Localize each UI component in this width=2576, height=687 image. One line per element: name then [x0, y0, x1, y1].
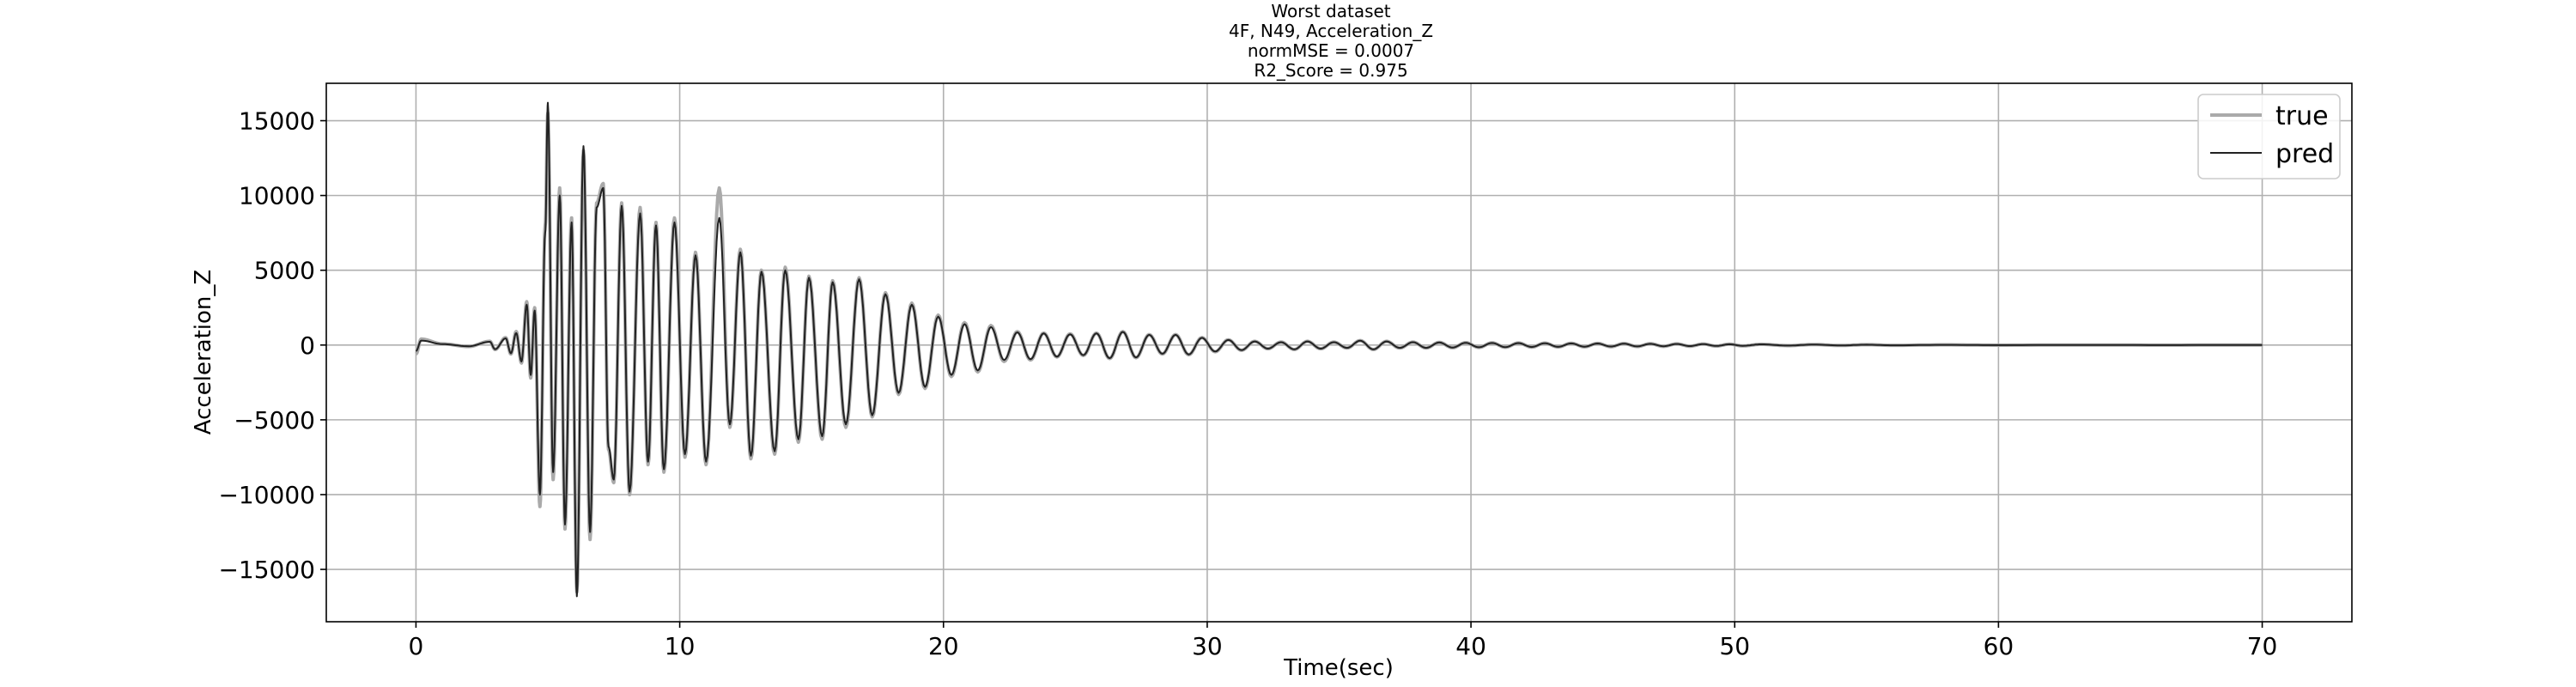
chart-title: Worst dataset 4F, N49, Acceleration_Z no…: [1229, 1, 1433, 81]
legend: true pred: [2197, 94, 2341, 179]
x-tick-label: 70: [2247, 632, 2278, 660]
series-layer: [415, 101, 2263, 598]
y-tick-label: 0: [300, 331, 315, 360]
x-tick-label: 0: [409, 632, 424, 660]
x-tick-label: 60: [1984, 632, 2014, 660]
title-line-2: 4F, N49, Acceleration_Z: [1229, 21, 1433, 41]
x-axis: 0 10 20 30 40 50 60 70: [409, 622, 2278, 660]
x-tick-label: 20: [928, 632, 959, 660]
legend-label-true: true: [2275, 101, 2329, 131]
series-line-pred: [415, 101, 2263, 598]
y-tick-label: −10000: [218, 481, 315, 509]
plot-frame: [325, 82, 2353, 623]
y-tick-label: 5000: [254, 257, 315, 285]
x-tick-label: 10: [665, 632, 696, 660]
x-tick-label: 40: [1455, 632, 1486, 660]
x-tick-label: 30: [1192, 632, 1223, 660]
y-tick-label: −5000: [234, 406, 315, 435]
y-axis: 15000 10000 5000 0 −5000 −10000 −15000: [218, 107, 326, 584]
y-tick-label: 15000: [239, 107, 315, 136]
title-line-1: Worst dataset: [1271, 1, 1390, 21]
title-line-4: R2_Score = 0.975: [1254, 60, 1407, 81]
legend-label-pred: pred: [2275, 139, 2334, 169]
y-axis-label: Acceleration_Z: [191, 270, 216, 435]
x-axis-label: Time(sec): [1283, 655, 1394, 681]
x-tick-label: 50: [1719, 632, 1750, 660]
y-tick-label: 10000: [239, 182, 315, 210]
title-line-3: normMSE = 0.0007: [1248, 40, 1414, 61]
y-tick-label: −15000: [218, 556, 315, 584]
